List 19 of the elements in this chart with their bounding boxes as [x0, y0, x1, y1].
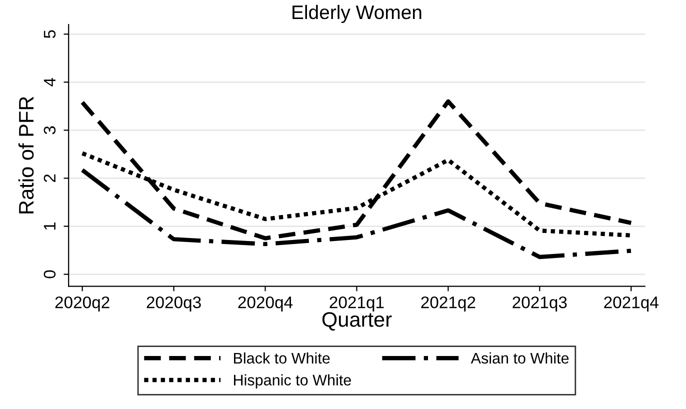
y-tick-label: 0: [44, 270, 56, 278]
legend-label: Asian to White: [470, 352, 569, 364]
x-tick-label: 2020q4: [238, 296, 293, 312]
y-tick-label: 2: [44, 174, 56, 182]
x-tick-label: 2020q3: [146, 296, 201, 312]
x-tick-label: 2021q4: [604, 296, 658, 312]
y-tick-label: 1: [44, 222, 56, 230]
y-tick-label: 4: [44, 78, 56, 86]
x-tick-label: 2021q2: [421, 296, 476, 312]
x-tick-label: 2020q2: [55, 296, 110, 312]
y-tick-label: 5: [44, 30, 56, 38]
x-tick-label: 2021q3: [512, 296, 567, 312]
x-axis-title: Quarter: [322, 312, 392, 331]
x-tick-label: 2021q1: [330, 296, 384, 312]
chart-title: Elderly Women: [292, 4, 422, 24]
legend-label: Black to White: [234, 352, 330, 364]
legend-label: Hispanic to White: [234, 374, 351, 389]
y-axis-title: Ratio of PFR: [18, 96, 34, 214]
y-tick-label: 3: [44, 126, 56, 134]
